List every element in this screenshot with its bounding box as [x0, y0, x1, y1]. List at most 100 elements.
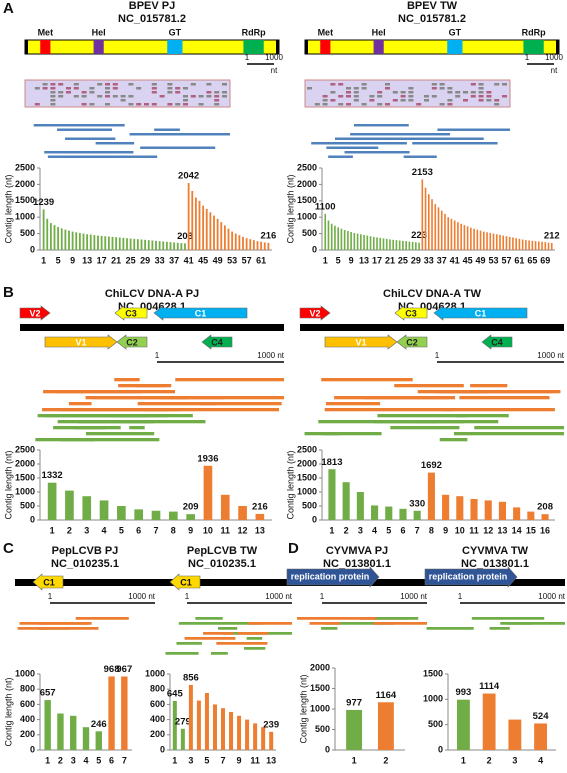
diagram-title: ChiLCV DNA-A TW [383, 288, 482, 300]
contig [297, 617, 377, 620]
contig [453, 432, 564, 436]
bar [395, 240, 398, 250]
alignment-cell [377, 103, 383, 106]
genome-bar [24, 39, 280, 55]
x-tick-label: 1 [352, 755, 357, 765]
y-tick-label: 1500 [15, 472, 35, 482]
x-tick-label: 12 [483, 525, 493, 535]
bar [252, 240, 255, 250]
x-tick-label: 29 [140, 255, 150, 265]
bar [187, 183, 190, 250]
gene-label: C1 [180, 577, 192, 587]
alignment-cell [198, 95, 204, 98]
alignment-cell [183, 103, 188, 106]
alignment-cell [322, 95, 328, 98]
data-label: 203 [177, 231, 193, 242]
y-tick-label: 600 [150, 699, 165, 709]
alignment-cell [214, 99, 220, 102]
contig [42, 408, 169, 412]
bar [133, 238, 136, 250]
alignment-cell [377, 95, 383, 98]
bar [155, 240, 157, 250]
bar [46, 218, 49, 250]
gene-arrow [433, 305, 528, 321]
panel-label: D [288, 540, 299, 557]
bar [456, 496, 464, 520]
bar [144, 239, 147, 250]
bar [495, 234, 498, 250]
gene-arrow [424, 566, 518, 588]
x-tick-label: 33 [155, 255, 165, 265]
alignment-cell [361, 87, 367, 90]
alignment-cell [105, 95, 110, 98]
alignment-cell [128, 103, 134, 106]
bar [508, 236, 511, 250]
contig [122, 420, 206, 424]
x-tick-label: 16 [540, 525, 550, 535]
x-tick-label: 37 [437, 255, 447, 265]
bar [486, 232, 488, 250]
genome-end [25, 40, 28, 54]
y-tick-label: 2000 [297, 179, 317, 189]
bar [107, 236, 110, 250]
bar [238, 235, 241, 250]
alignment-cell [408, 95, 414, 98]
genome-bar [304, 39, 560, 55]
bar [104, 236, 107, 250]
bar [238, 506, 247, 520]
scale-label: 1 [155, 351, 160, 360]
gene-arrow [19, 305, 51, 321]
bar [324, 213, 327, 250]
domain-label: Met [38, 27, 54, 37]
y-axis-label: Contig length (nt) [298, 674, 308, 743]
y-tick-label: 1000 [297, 212, 317, 222]
bar [498, 501, 506, 520]
bar [188, 684, 193, 750]
data-label: 2042 [178, 171, 199, 182]
bar [515, 238, 517, 250]
bar [234, 233, 237, 250]
contig [508, 622, 565, 625]
y-tick-label: 500 [302, 228, 317, 238]
bar [550, 243, 553, 250]
alignment-cell [50, 99, 56, 102]
genome-end [305, 40, 308, 54]
alignment-cell [330, 83, 336, 86]
scale-label: 1 [435, 351, 440, 360]
y-tick-label: 2500 [15, 444, 35, 454]
bar [95, 731, 102, 750]
bar [366, 235, 369, 250]
contig [55, 390, 175, 394]
alignment-cell [167, 83, 173, 86]
x-tick-label: 5 [336, 255, 341, 265]
bar [216, 218, 219, 250]
contig [403, 155, 437, 158]
x-tick-label: 11 [469, 525, 479, 535]
alignment-cell [502, 95, 507, 98]
x-tick-label: 6 [400, 525, 405, 535]
bar [203, 465, 213, 520]
contig [324, 408, 453, 412]
bar [255, 513, 265, 520]
x-tick-label: 5 [204, 755, 209, 765]
bar [356, 492, 364, 520]
scale-label: 1000 nt [400, 592, 427, 601]
alignment-cell [50, 87, 56, 90]
gene-label: C4 [211, 337, 223, 347]
bar [399, 508, 407, 520]
domain-label: GT [449, 27, 462, 37]
bar [220, 708, 226, 750]
data-label: 645 [167, 688, 184, 699]
data-label: 246 [91, 719, 107, 730]
alignment-cell [58, 83, 64, 86]
y-tick-label: 0 [312, 244, 317, 254]
data-label: 279 [175, 716, 191, 727]
alignment-cell [73, 95, 79, 98]
alignment-cell [353, 87, 359, 90]
x-tick-label: 2 [344, 525, 349, 535]
alignment-cell [353, 91, 359, 94]
bar [347, 230, 349, 250]
contig [216, 642, 268, 645]
domain [373, 40, 384, 54]
bar [253, 723, 258, 750]
